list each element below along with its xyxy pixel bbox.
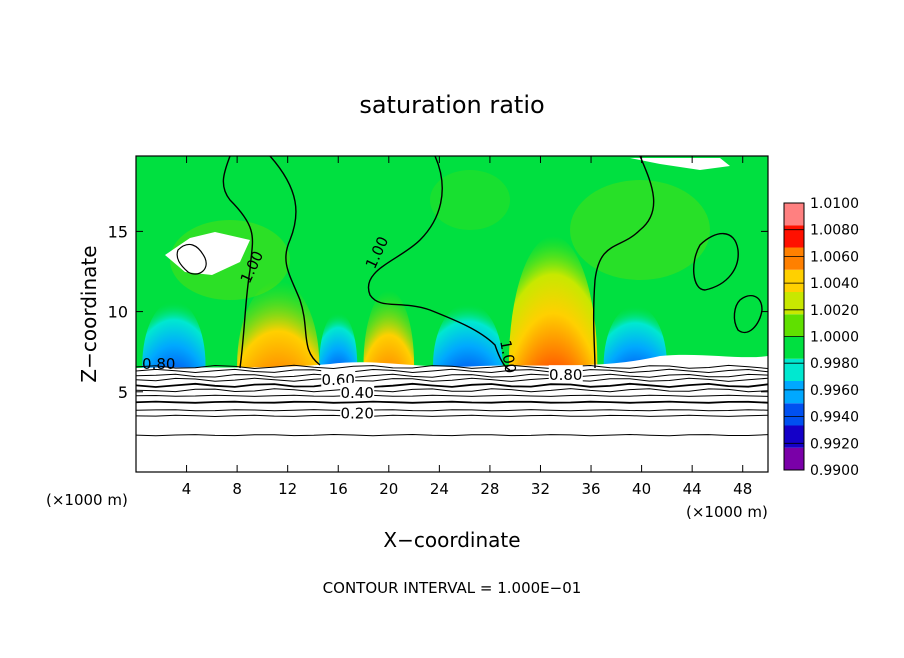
cloud-base-band bbox=[136, 354, 768, 472]
contour-label-bg bbox=[340, 382, 375, 400]
contour-label-text: 0.80 bbox=[142, 355, 175, 373]
cloud-contour bbox=[176, 243, 207, 275]
chart-title: saturation ratio bbox=[359, 91, 544, 119]
x-unit-left: (×1000 m) bbox=[46, 491, 128, 509]
colorbar-level-label: 1.0000 bbox=[810, 330, 859, 346]
colorbar-swatch bbox=[784, 447, 804, 470]
colorbar-level-label: 1.0100 bbox=[810, 196, 859, 212]
contour-line-1.00 bbox=[269, 156, 321, 366]
contour-label-bg bbox=[548, 365, 583, 383]
colorbar-level-label: 0.9960 bbox=[810, 383, 859, 399]
colorbar-swatch bbox=[784, 292, 804, 315]
x-tick-label: 40 bbox=[632, 480, 651, 498]
colorbar-swatch bbox=[784, 358, 804, 381]
colorbar-swatch bbox=[784, 336, 804, 359]
colorbar-level-label: 0.9900 bbox=[810, 463, 859, 479]
contour-label-text: 0.20 bbox=[340, 405, 373, 423]
colorbar-level-label: 0.9980 bbox=[810, 356, 859, 372]
x-unit-right: (×1000 m) bbox=[686, 503, 768, 521]
contour-interval-note: CONTOUR INTERVAL = 1.000E−01 bbox=[323, 579, 582, 597]
colorbar-level-label: 1.0080 bbox=[810, 223, 859, 239]
boundary-contour-line bbox=[136, 409, 768, 412]
colorbar-swatch bbox=[784, 403, 804, 426]
cloud-patch bbox=[630, 158, 730, 170]
contour-label: 0.80 bbox=[142, 355, 175, 373]
colorbar-swatch bbox=[784, 203, 804, 226]
boundary-contour-line bbox=[136, 388, 768, 393]
colorbar-level-label: 1.0060 bbox=[810, 249, 859, 265]
boundary-contour-line bbox=[136, 394, 768, 397]
colorbar-swatch bbox=[784, 269, 804, 292]
y-axis-ticks: 5 10 15 bbox=[108, 222, 768, 402]
contour-labels: 1.00 1.001.000.800.800.600.400.20 bbox=[142, 234, 583, 423]
colorbar-level-label: 0.9920 bbox=[810, 436, 859, 452]
contour-label: 0.40 bbox=[340, 382, 375, 402]
boundary-contours bbox=[136, 364, 768, 437]
boundary-contour-line bbox=[136, 433, 768, 437]
colorbar-swatch bbox=[784, 247, 804, 270]
boundary-contour-line bbox=[136, 400, 768, 404]
contour-label: 0.20 bbox=[340, 403, 375, 423]
contour-line-1.00 bbox=[693, 232, 739, 291]
x-tick-label: 8 bbox=[232, 480, 242, 498]
x-tick-label: 48 bbox=[733, 480, 752, 498]
plot-field bbox=[136, 156, 768, 472]
y-tick-label: 5 bbox=[118, 383, 128, 402]
contour-label-bg bbox=[321, 369, 356, 387]
x-tick-label: 36 bbox=[581, 480, 600, 498]
contour-label-bg bbox=[340, 403, 375, 421]
contour-label-text: 0.80 bbox=[549, 366, 582, 384]
boundary-contour-line bbox=[136, 368, 768, 374]
contour-line-1.00 bbox=[222, 156, 254, 369]
boundary-contour-line bbox=[136, 382, 768, 388]
contour-line-1.00 bbox=[592, 156, 655, 369]
boundary-contour-line bbox=[136, 414, 768, 418]
contour-label-text: 1.00 bbox=[496, 339, 520, 375]
contour-line-1.00 bbox=[367, 156, 511, 371]
colorbar-swatch bbox=[784, 314, 804, 337]
colorbar-level-label: 1.0020 bbox=[810, 303, 859, 319]
x-tick-label: 12 bbox=[278, 480, 297, 498]
y-tick-label: 10 bbox=[108, 303, 128, 322]
contour-line-1.00 bbox=[733, 294, 763, 334]
x-axis-label: X−coordinate bbox=[383, 528, 520, 552]
boundary-contour-line bbox=[136, 373, 768, 378]
colorbar-swatch bbox=[784, 381, 804, 404]
x-tick-label: 24 bbox=[430, 480, 449, 498]
contour-label: 1.00 bbox=[496, 339, 520, 375]
x-tick-label: 32 bbox=[531, 480, 550, 498]
x-tick-label: 16 bbox=[329, 480, 348, 498]
x-tick-label: 28 bbox=[480, 480, 499, 498]
colorbar: 0.9900 0.9920 0.9940 0.9960 0.9980 1.0000 1.00… bbox=[783, 196, 859, 479]
contour-label: 0.80 bbox=[548, 365, 583, 384]
y-axis-label: Z−coordinate bbox=[77, 245, 101, 382]
boundary-contour-line bbox=[136, 377, 768, 382]
field-patch bbox=[430, 170, 510, 230]
x-tick-label: 20 bbox=[379, 480, 398, 498]
x-tick-label: 4 bbox=[182, 480, 192, 498]
plot-frame bbox=[135, 155, 769, 473]
colorbar-swatch bbox=[784, 225, 804, 248]
x-tick-label: 44 bbox=[683, 480, 702, 498]
colorbar-level-label: 1.0040 bbox=[810, 276, 859, 292]
cloud-patch bbox=[165, 232, 250, 275]
colorbar-swatch bbox=[784, 425, 804, 448]
y-tick-label: 15 bbox=[108, 222, 128, 241]
colorbar-level-label: 0.9940 bbox=[810, 410, 859, 426]
boundary-contour-line bbox=[136, 364, 768, 370]
x-axis-ticks: 4 8 12 16 20 24 28 32 36 40 44 48 bbox=[182, 156, 752, 498]
contour-label-text: 0.40 bbox=[340, 384, 373, 402]
